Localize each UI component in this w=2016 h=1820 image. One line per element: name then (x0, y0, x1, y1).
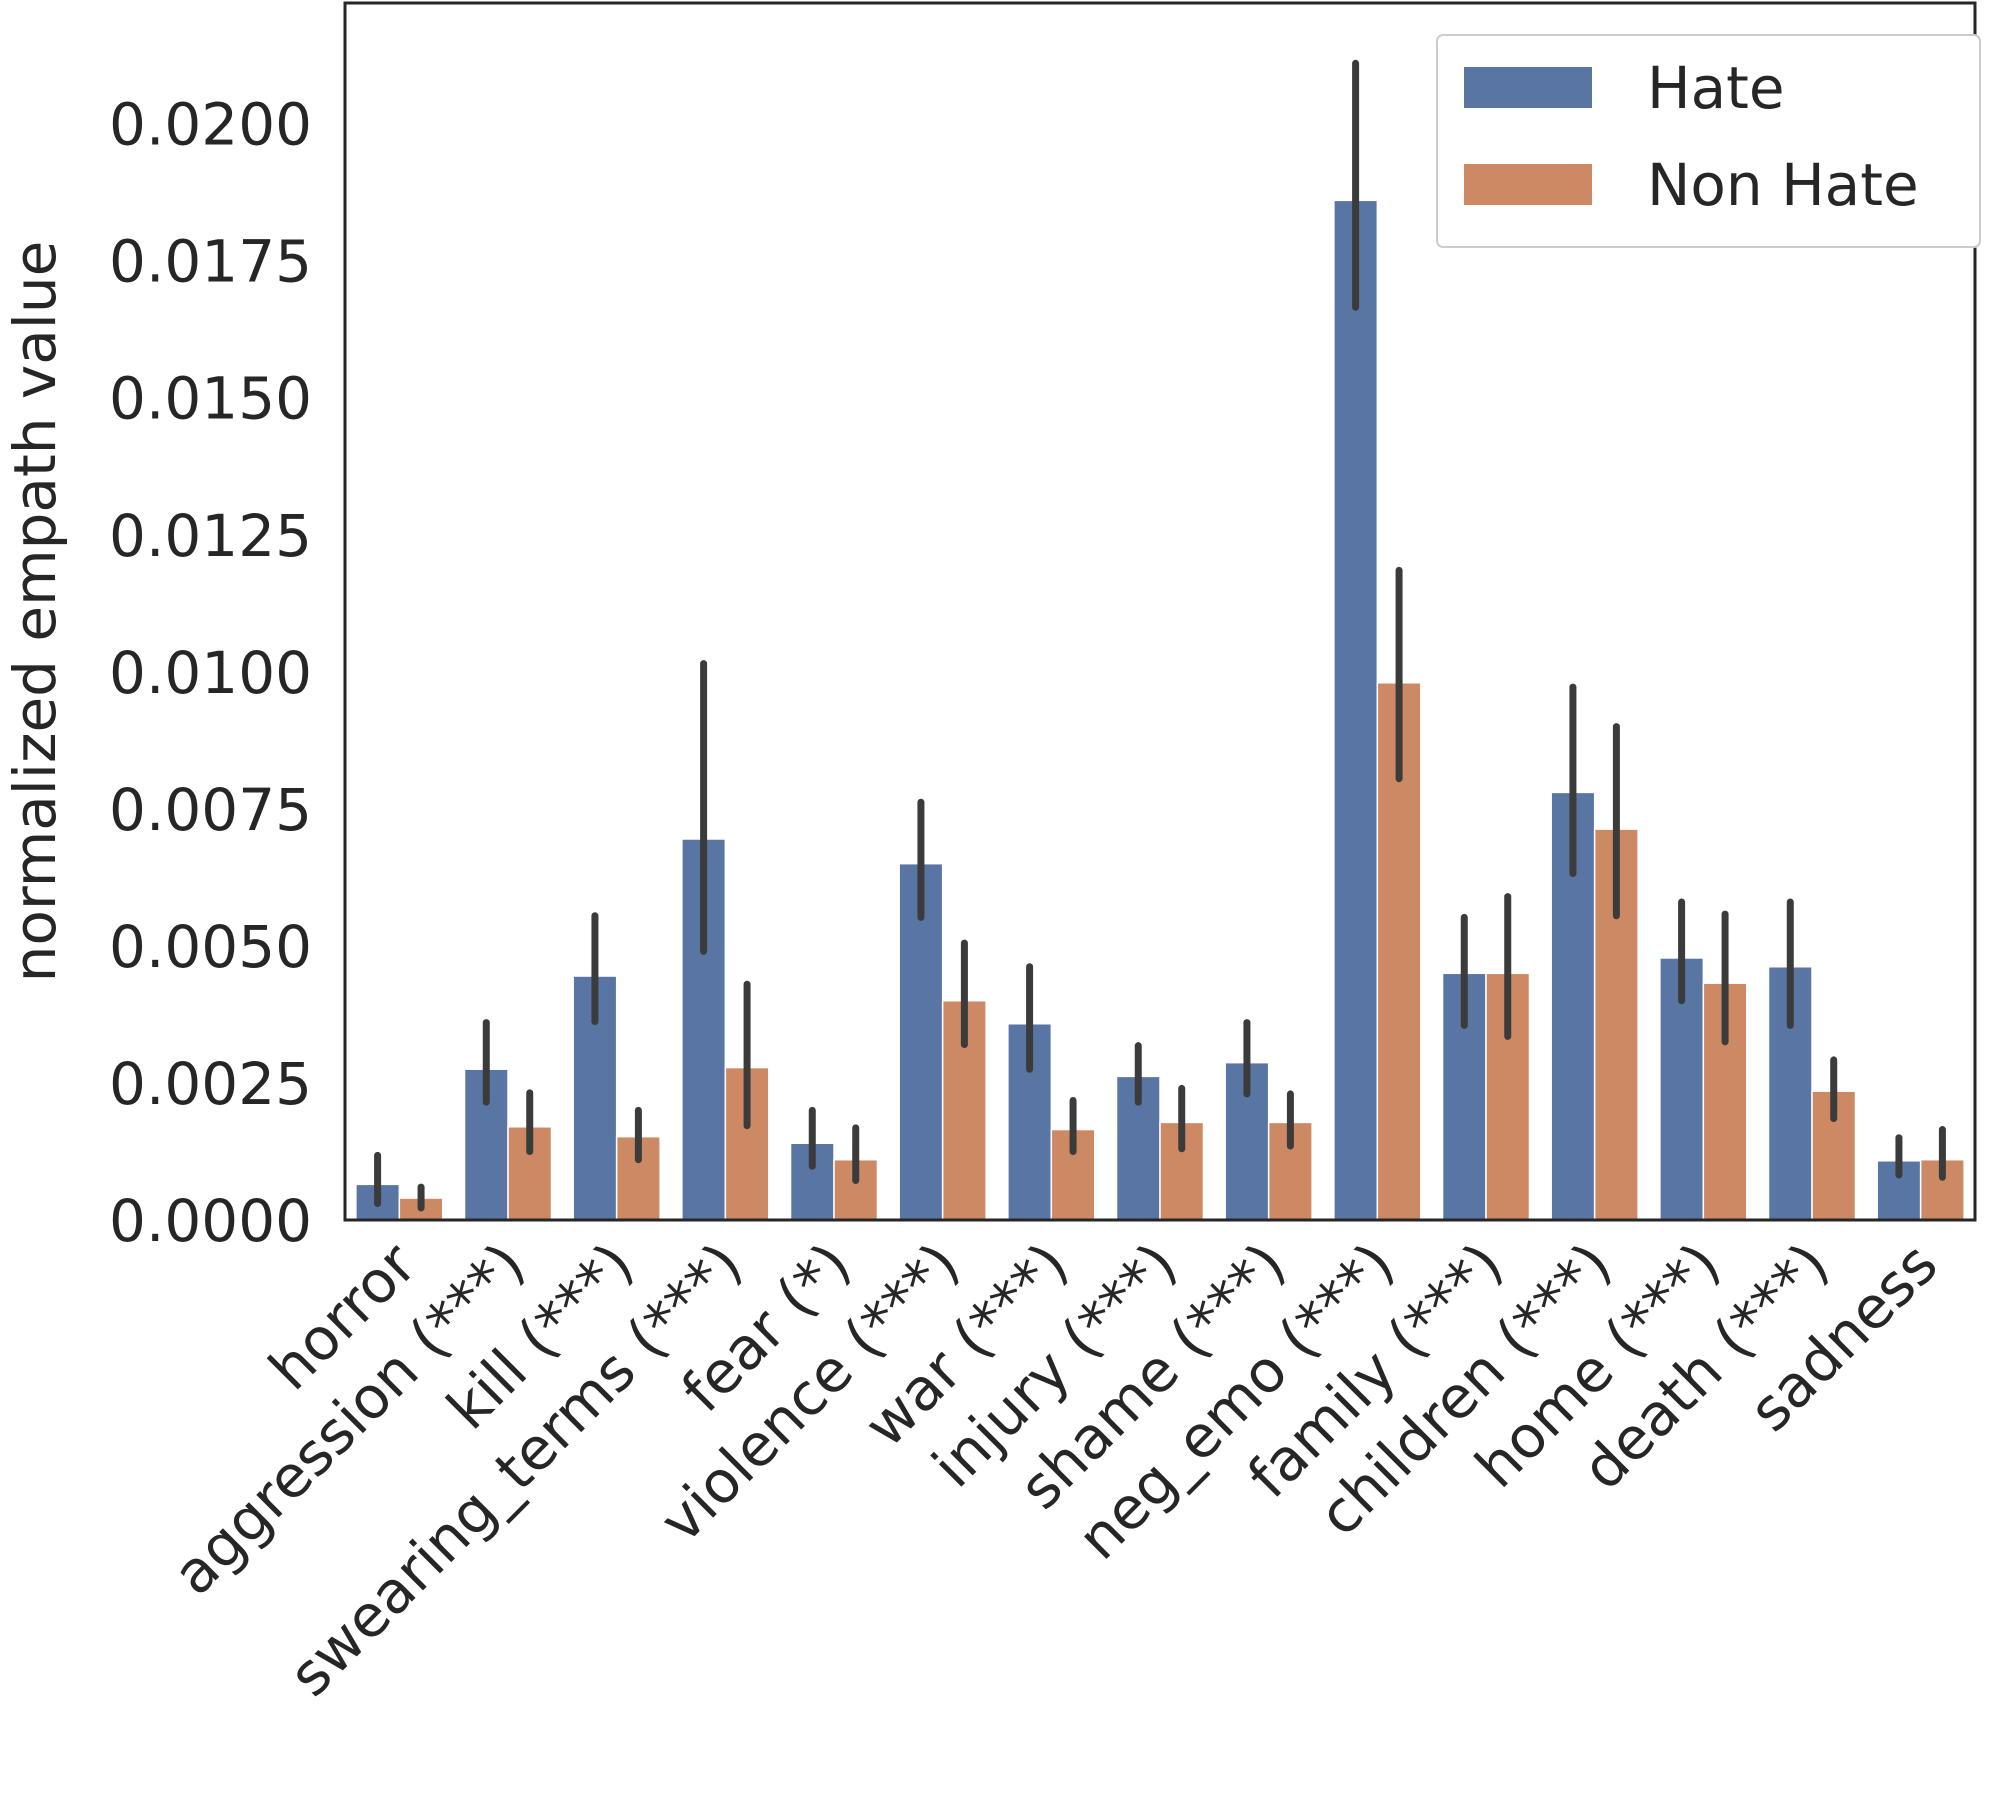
y-tick-label: 0.0125 (109, 502, 312, 570)
y-tick-label: 0.0000 (109, 1187, 312, 1255)
y-tick-label: 0.0200 (109, 91, 312, 159)
bars-layer (355, 199, 1965, 1221)
error-bars-layer (374, 59, 1946, 1212)
y-tick-label: 0.0175 (109, 228, 312, 296)
bar-hate (681, 838, 727, 1221)
legend: Hate Non Hate (1436, 34, 1981, 248)
y-axis: 0.0000 0.0025 0.0050 0.0075 0.0100 0.0125 0.01… (109, 91, 312, 1255)
bar-hate (898, 862, 944, 1221)
y-tick-label: 0.0050 (109, 913, 312, 981)
legend-label-non-hate: Non Hate (1647, 151, 1919, 219)
y-tick-label: 0.0025 (109, 1050, 312, 1118)
y-tick-label: 0.0100 (109, 639, 312, 707)
plot-frame (343, 1, 1977, 1222)
bar-hate (1333, 199, 1379, 1221)
y-tick-label: 0.0075 (109, 776, 312, 844)
y-tick-label: 0.0150 (109, 365, 312, 433)
legend-swatch-hate (1464, 67, 1592, 108)
legend-label-hate: Hate (1647, 54, 1785, 122)
legend-swatch-non-hate (1464, 164, 1592, 205)
y-axis-label: normalized empath value (1, 241, 69, 983)
